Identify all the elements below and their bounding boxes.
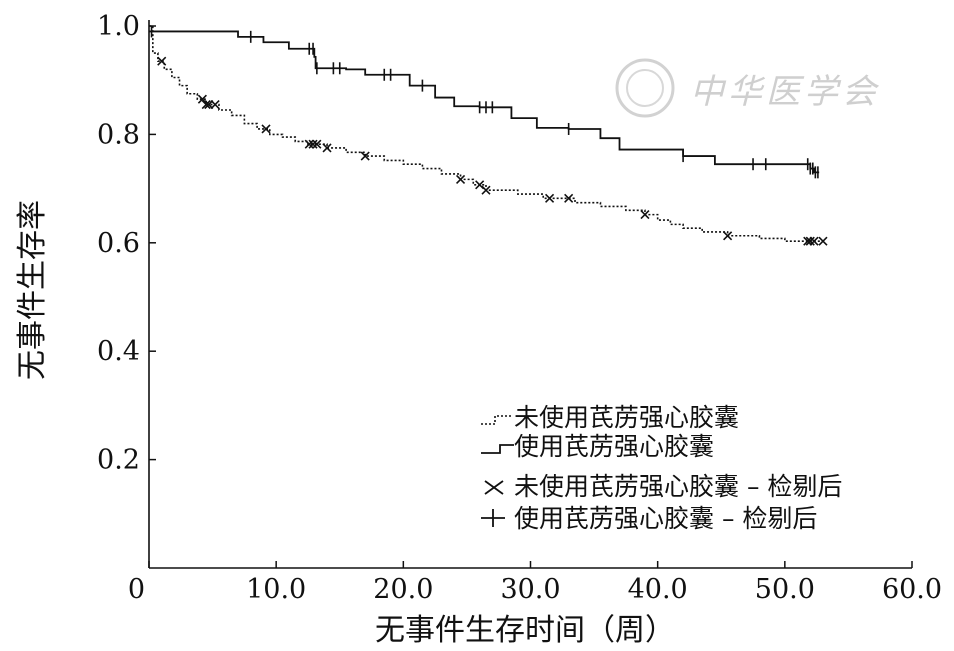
- censor-mark-x: [322, 143, 332, 153]
- censor-mark-x: [481, 185, 491, 195]
- legend-x-mark-icon: [484, 480, 504, 495]
- legend-solid-step-icon: [481, 444, 514, 454]
- watermark: 中华医学会: [615, 58, 880, 118]
- censor-mark-x: [261, 124, 271, 134]
- x-tick-label: 0: [128, 574, 145, 605]
- y-ticks: 0.2 0.4 0.6 0.8 1.0: [97, 11, 156, 476]
- y-tick-label: 0.4: [97, 336, 140, 367]
- censor-mark-x: [312, 139, 322, 149]
- watermark-text: 中华医学会: [690, 72, 880, 112]
- x-tick-label: 20.0: [373, 574, 433, 605]
- x-tick-label: 30.0: [500, 574, 560, 605]
- censor-mark-x: [564, 193, 574, 203]
- legend-item-treated-censored: 使用芪苈强心胶囊 – 检剔后: [481, 504, 817, 533]
- legend-plus-mark-icon: [481, 509, 505, 527]
- series-group: [149, 25, 828, 246]
- x-ticks: 0 10.0 20.0 30.0 40.0 50.0 60.0: [128, 561, 942, 605]
- y-tick-label: 1.0: [97, 11, 140, 42]
- series-line-untreated: [149, 25, 823, 242]
- x-tick-label: 60.0: [882, 574, 942, 605]
- legend-item-untreated-censored: 未使用芪苈强心胶囊 – 检剔后: [484, 472, 842, 501]
- censor-mark-x: [201, 100, 211, 110]
- censor-mark-x: [805, 236, 815, 246]
- legend: 未使用芪苈强心胶囊 使用芪苈强心胶囊 未使用芪苈强心胶囊 – 检剔后 使用芪苈强…: [481, 403, 842, 533]
- legend-label-untreated: 未使用芪苈强心胶囊: [514, 403, 739, 432]
- censor-mark-x: [545, 193, 555, 203]
- censor-mark-x: [455, 174, 466, 184]
- watermark-seal-inner: [626, 69, 664, 107]
- legend-item-treated: 使用芪苈强心胶囊: [481, 432, 714, 461]
- x-axis-label: 无事件生存时间（周）: [375, 613, 675, 648]
- censor-mark-x: [157, 56, 167, 66]
- y-axis-label: 无事件生存率: [15, 200, 50, 380]
- legend-label-treated: 使用芪苈强心胶囊: [514, 432, 714, 461]
- censor-mark-x: [640, 210, 650, 220]
- censor-mark-x: [809, 236, 819, 246]
- legend-dotted-step-icon: [481, 415, 512, 425]
- censor-mark-x: [308, 139, 318, 149]
- y-tick-label: 0.2: [97, 445, 140, 476]
- y-tick-label: 0.8: [97, 119, 140, 150]
- watermark-seal-icon: [615, 58, 675, 118]
- x-tick-label: 10.0: [246, 574, 306, 605]
- censor-mark-x: [723, 231, 733, 241]
- x-tick-label: 50.0: [755, 574, 815, 605]
- legend-label-treated-censored: 使用芪苈强心胶囊 – 检剔后: [514, 504, 817, 533]
- censor-mark-x: [210, 100, 220, 110]
- y-tick-label: 0.6: [97, 228, 140, 259]
- censor-mark-x: [360, 151, 370, 161]
- censor-mark-x: [818, 236, 828, 246]
- x-tick-label: 40.0: [628, 574, 688, 605]
- legend-label-untreated-censored: 未使用芪苈强心胶囊 – 检剔后: [514, 472, 842, 501]
- censor-mark-x: [304, 139, 314, 149]
- legend-item-untreated: 未使用芪苈强心胶囊: [481, 403, 739, 432]
